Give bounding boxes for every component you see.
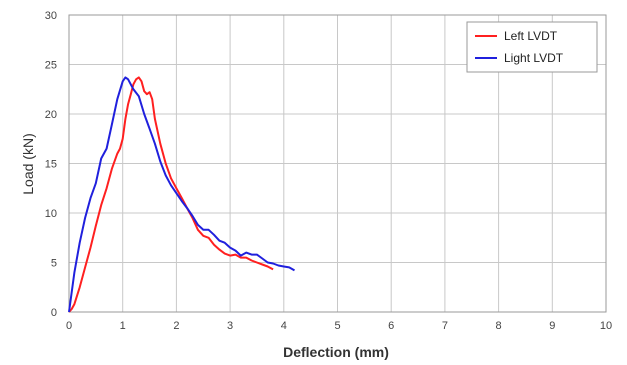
legend-label: Left LVDT — [504, 29, 558, 43]
y-tick-label: 20 — [45, 109, 57, 121]
y-tick-label: 0 — [51, 307, 57, 319]
x-tick-label: 2 — [173, 320, 179, 332]
legend-label: Light LVDT — [504, 51, 564, 65]
series-lines — [68, 76, 295, 313]
x-tick-label: 0 — [66, 320, 72, 332]
x-tick-label: 1 — [120, 320, 126, 332]
axes: 0 1 2 3 4 5 6 7 8 9 10 0 5 10 15 20 25 30 — [45, 10, 612, 332]
x-tick-label: 3 — [227, 320, 233, 332]
legend: Left LVDT Light LVDT — [466, 21, 598, 73]
legend-box — [466, 21, 598, 73]
x-tick-label: 7 — [442, 320, 448, 332]
x-tick-label: 10 — [600, 320, 612, 332]
y-tick-label: 15 — [45, 159, 57, 171]
series-line-left-lvdt — [68, 76, 274, 313]
x-tick-label: 4 — [281, 320, 287, 332]
x-tick-label: 8 — [496, 320, 502, 332]
y-tick-label: 5 — [51, 258, 57, 270]
y-tick-label: 25 — [45, 60, 57, 72]
series-line-light-lvdt — [68, 76, 295, 313]
x-axis-title: Deflection (mm) — [283, 344, 389, 360]
plot-border — [68, 14, 607, 313]
y-axis-title: Load (kN) — [20, 133, 36, 194]
x-tick-label: 9 — [549, 320, 555, 332]
x-tick-label: 6 — [388, 320, 394, 332]
y-tick-label: 10 — [45, 208, 57, 220]
y-tick-label: 30 — [45, 10, 57, 22]
x-tick-label: 5 — [334, 320, 340, 332]
